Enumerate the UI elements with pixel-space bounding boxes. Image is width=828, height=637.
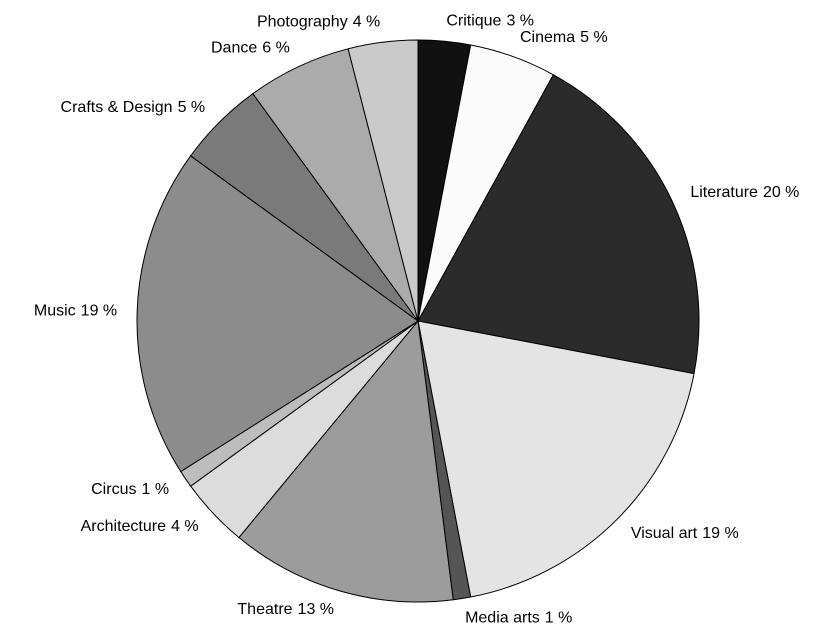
pie-slice [417, 320, 695, 598]
slice-label: Theatre 13 % [237, 601, 334, 618]
slice-label: Music 19 % [34, 303, 117, 320]
slice-label: Architecture 4 % [81, 518, 199, 535]
value-label: 3 % [506, 13, 534, 30]
slice-label: Literature 20 % [690, 184, 799, 201]
slice-label: Photography 4 % [257, 14, 380, 31]
category-label: Literature [690, 184, 758, 201]
category-label: Architecture [81, 518, 166, 535]
pie-slice [238, 319, 454, 603]
value-label: 1 % [141, 481, 169, 498]
category-label: Dance [211, 40, 257, 57]
value-label: 4 % [353, 14, 381, 31]
category-label: Critique [446, 13, 501, 30]
value-label: 5 % [580, 29, 608, 46]
pie-slice [136, 155, 419, 473]
slice-label: Cinema 5 % [520, 29, 608, 46]
value-label: 13 % [298, 601, 334, 618]
slice-label: Circus 1 % [91, 481, 169, 498]
value-label: 20 % [763, 184, 799, 201]
category-label: Theatre [237, 601, 292, 618]
slice-label: Crafts & Design 5 % [61, 99, 206, 116]
value-label: 4 % [171, 518, 199, 535]
category-label: Circus [91, 481, 136, 498]
slice-label: Dance 6 % [211, 40, 290, 57]
pie-slice [347, 39, 419, 322]
slice-label: Visual art 19 % [631, 525, 739, 542]
category-label: Crafts & Design [61, 99, 173, 116]
value-label: 6 % [262, 40, 290, 57]
category-label: Media arts [465, 610, 540, 627]
category-label: Music [34, 303, 76, 320]
pie-slice [417, 74, 700, 375]
slice-label: Critique 3 % [446, 13, 534, 30]
value-label: 1 % [545, 610, 573, 627]
slice-label: Media arts 1 % [465, 610, 572, 627]
value-label: 19 % [702, 525, 738, 542]
category-label: Cinema [520, 29, 575, 46]
category-label: Visual art [631, 525, 698, 542]
value-label: 19 % [81, 303, 117, 320]
category-label: Photography [257, 14, 348, 31]
value-label: 5 % [178, 99, 206, 116]
